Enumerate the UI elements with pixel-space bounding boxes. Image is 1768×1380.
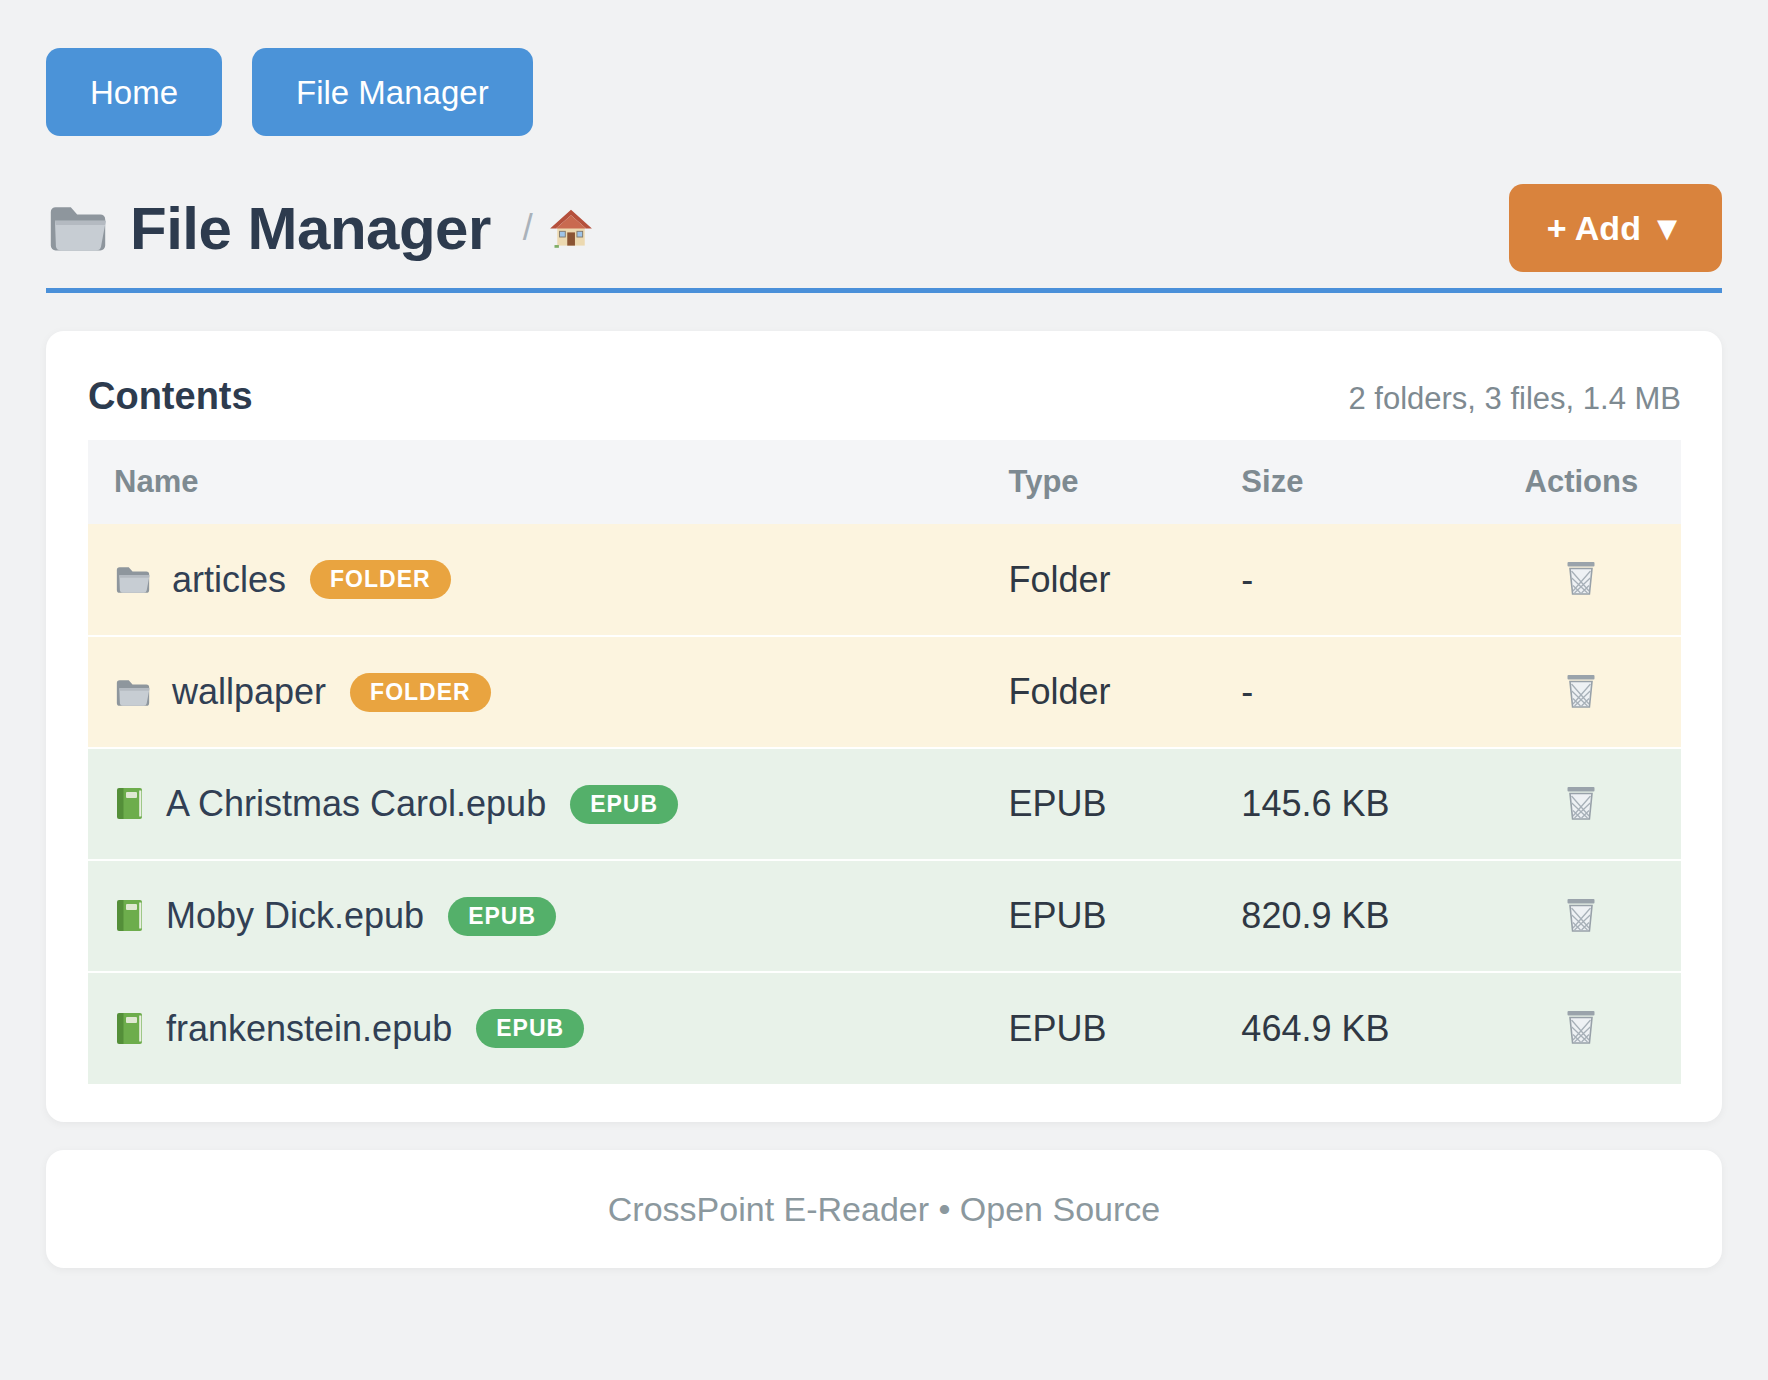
file-name: Moby Dick.epub [166,895,424,937]
file-name: wallpaper [172,671,326,713]
name-cell: wallpaper FOLDER [88,636,983,748]
delete-button[interactable] [1557,890,1605,940]
folder-icon [114,676,152,709]
page: Home File Manager File Manager / [0,0,1768,1268]
page-header: File Manager / [46,184,1722,272]
table-row[interactable]: wallpaper FOLDER Folder - [88,636,1681,748]
column-header-size: Size [1215,440,1481,524]
name-cell: A Christmas Carol.epub EPUB [88,748,983,860]
file-name: articles [172,559,286,601]
footer-text: CrossPoint E-Reader • Open Source [608,1190,1160,1229]
type-cell: Folder [983,524,1216,636]
breadcrumb-home-link[interactable] [549,207,593,249]
table-row[interactable]: articles FOLDER Folder - [88,524,1681,636]
table-row[interactable]: A Christmas Carol.epub EPUB EPUB 145.6 K… [88,748,1681,860]
delete-button[interactable] [1557,778,1605,828]
folder-icon [114,563,152,596]
file-table: Name Type Size Actions [88,440,1681,1084]
trash-icon [1563,810,1599,825]
contents-summary: 2 folders, 3 files, 1.4 MB [1348,381,1681,417]
contents-card-header: Contents 2 folders, 3 files, 1.4 MB [88,375,1681,418]
actions-cell [1482,748,1681,860]
trash-icon [1563,922,1599,937]
file-table-body: articles FOLDER Folder - [88,524,1681,1084]
actions-cell [1482,972,1681,1084]
type-badge: EPUB [448,897,556,936]
trash-icon [1563,698,1599,713]
type-badge: FOLDER [310,560,451,599]
size-cell: 820.9 KB [1215,860,1481,972]
column-header-name: Name [88,440,983,524]
nav-home-button[interactable]: Home [46,48,222,136]
actions-cell [1482,524,1681,636]
table-header: Name Type Size Actions [88,440,1681,524]
title-rule [46,288,1722,293]
name-cell: Moby Dick.epub EPUB [88,860,983,972]
type-badge: FOLDER [350,673,491,712]
trash-icon [1563,585,1599,600]
file-name: frankenstein.epub [166,1008,452,1050]
column-header-type: Type [983,440,1216,524]
folder-icon [46,199,110,257]
footer: CrossPoint E-Reader • Open Source [46,1150,1722,1268]
trash-icon [1563,1034,1599,1049]
name-cell: frankenstein.epub EPUB [88,972,983,1084]
page-title: File Manager [130,194,491,263]
delete-button[interactable] [1557,666,1605,716]
size-cell: 464.9 KB [1215,972,1481,1084]
actions-cell [1482,636,1681,748]
type-cell: EPUB [983,860,1216,972]
breadcrumb-separator: / [523,207,533,249]
table-row[interactable]: Moby Dick.epub EPUB EPUB 820.9 KB [88,860,1681,972]
delete-button[interactable] [1557,1002,1605,1052]
title-group: File Manager / [46,194,593,263]
add-button[interactable]: + Add ▼ [1509,184,1722,272]
breadcrumb: / [523,207,593,249]
type-badge: EPUB [476,1009,584,1048]
book-icon [114,1010,146,1048]
type-cell: Folder [983,636,1216,748]
type-badge: EPUB [570,785,678,824]
delete-button[interactable] [1557,553,1605,603]
size-cell: - [1215,636,1481,748]
size-cell: 145.6 KB [1215,748,1481,860]
size-cell: - [1215,524,1481,636]
contents-card: Contents 2 folders, 3 files, 1.4 MB Name… [46,331,1722,1122]
nav-file-manager-button[interactable]: File Manager [252,48,533,136]
column-header-actions: Actions [1482,440,1681,524]
contents-title: Contents [88,375,253,418]
type-cell: EPUB [983,972,1216,1084]
type-cell: EPUB [983,748,1216,860]
file-name: A Christmas Carol.epub [166,783,546,825]
house-icon [549,237,593,252]
table-row[interactable]: frankenstein.epub EPUB EPUB 464.9 KB [88,972,1681,1084]
book-icon [114,897,146,935]
top-nav: Home File Manager [46,48,1722,136]
book-icon [114,785,146,823]
name-cell: articles FOLDER [88,524,983,636]
actions-cell [1482,860,1681,972]
